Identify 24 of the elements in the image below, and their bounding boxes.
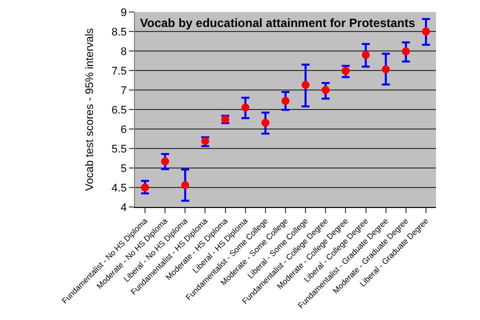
y-tick-label: 4.5 — [112, 182, 127, 194]
y-axis-title: Vocab test scores - 95% intervals — [84, 28, 96, 191]
point — [161, 157, 170, 166]
point — [302, 80, 310, 89]
point — [422, 28, 430, 36]
y-tick-label: 4 — [120, 202, 127, 214]
y-tick-label: 5 — [120, 162, 127, 175]
y-tick-label: 6.5 — [112, 104, 127, 116]
point — [382, 65, 390, 74]
point — [322, 86, 330, 94]
y-tick-label: 8.5 — [112, 26, 127, 38]
point — [362, 50, 370, 59]
point — [181, 181, 190, 190]
point — [402, 47, 410, 56]
point — [241, 104, 250, 112]
y-tick-label: 6 — [120, 124, 127, 136]
y-tick-label: 5.5 — [112, 143, 127, 156]
y-tick-label: 8 — [120, 46, 127, 58]
point — [282, 96, 290, 105]
y-tick-label: 9 — [120, 6, 127, 19]
point — [261, 118, 270, 127]
y-tick-label: 7.5 — [112, 65, 127, 78]
chart-title: Vocab by educational attainment for Protestants — [140, 16, 416, 30]
y-tick-label: 7 — [120, 84, 127, 97]
